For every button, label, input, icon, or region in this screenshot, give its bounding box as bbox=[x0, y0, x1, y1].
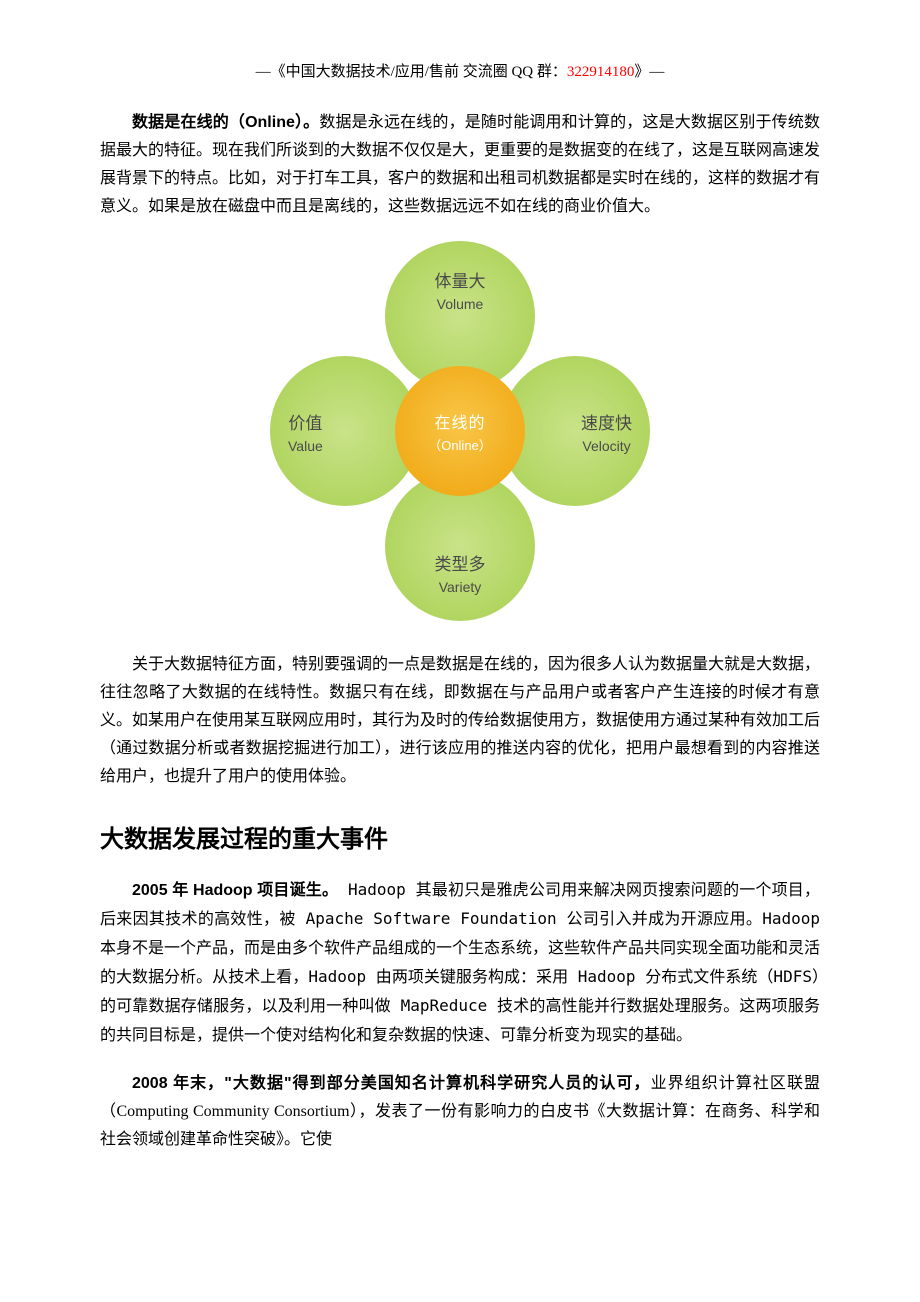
section-title-events: 大数据发展过程的重大事件 bbox=[100, 819, 820, 854]
petal-variety-cn: 类型多 bbox=[435, 550, 486, 575]
petal-volume-en: Volume bbox=[435, 296, 486, 312]
header-qq-number: 322914180 bbox=[567, 64, 635, 80]
paragraph-online: 数据是在线的（Online）。数据是永远在线的，是随时能调用和计算的，这是大数据… bbox=[100, 109, 820, 221]
paragraph-2008: 2008 年末，"大数据"得到部分美国知名计算机科学研究人员的认可，业界组织计算… bbox=[100, 1070, 820, 1154]
petal-velocity-cn: 速度快 bbox=[581, 409, 632, 434]
petal-value-en: Value bbox=[288, 438, 323, 454]
diagram-canvas: 体量大 Volume 速度快 Velocity 类型多 Variety 价值 bbox=[270, 241, 650, 621]
header-prefix: —《中国大数据技术/应用/售前 交流圈 QQ 群： bbox=[256, 64, 567, 80]
center-en: （Online） bbox=[428, 435, 492, 454]
center-cn: 在线的 bbox=[434, 409, 485, 433]
paragraph-online-emphasis: 关于大数据特征方面，特别要强调的一点是数据是在线的，因为很多人认为数据量大就是大… bbox=[100, 651, 820, 791]
four-v-diagram: 体量大 Volume 速度快 Velocity 类型多 Variety 价值 bbox=[100, 241, 820, 621]
p3-body: Hadoop 其最初只是雅虎公司用来解决网页搜索问题的一个项目，后来因其技术的高… bbox=[100, 880, 820, 1044]
petal-velocity-en: Velocity bbox=[581, 438, 632, 454]
petal-variety-en: Variety bbox=[435, 579, 486, 595]
petal-value-cn: 价值 bbox=[288, 409, 323, 434]
paragraph-hadoop: 2005 年 Hadoop 项目诞生。 Hadoop 其最初只是雅虎公司用来解决… bbox=[100, 876, 820, 1050]
p3-lead: 2005 年 Hadoop 项目诞生。 bbox=[132, 882, 338, 899]
p1-lead: 数据是在线的（Online）。 bbox=[132, 114, 319, 131]
p4-lead: 2008 年末，"大数据"得到部分美国知名计算机科学研究人员的认可， bbox=[132, 1075, 651, 1092]
petal-volume-cn: 体量大 bbox=[435, 267, 486, 292]
center-online: 在线的 （Online） bbox=[395, 366, 525, 496]
page-header: —《中国大数据技术/应用/售前 交流圈 QQ 群：322914180》— bbox=[100, 60, 820, 81]
header-suffix: 》— bbox=[634, 64, 664, 80]
